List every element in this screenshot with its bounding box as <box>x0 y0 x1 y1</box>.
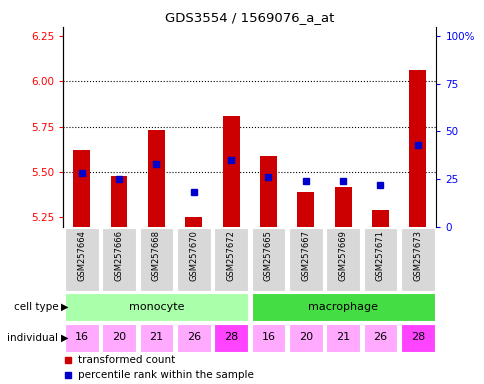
Text: 21: 21 <box>149 332 163 342</box>
Bar <box>371 210 388 227</box>
Text: GSM257666: GSM257666 <box>114 230 123 281</box>
Text: GSM257664: GSM257664 <box>77 230 86 281</box>
FancyBboxPatch shape <box>65 228 98 291</box>
Text: 16: 16 <box>75 332 89 342</box>
Text: 21: 21 <box>335 332 349 342</box>
FancyBboxPatch shape <box>251 228 285 291</box>
Text: GSM257665: GSM257665 <box>263 230 272 281</box>
Bar <box>297 192 314 227</box>
Text: transformed count: transformed count <box>77 355 175 365</box>
Text: 20: 20 <box>112 332 126 342</box>
Text: monocyte: monocyte <box>128 301 184 311</box>
Text: 20: 20 <box>298 332 312 342</box>
FancyBboxPatch shape <box>102 324 136 352</box>
Text: 26: 26 <box>373 332 387 342</box>
Text: GSM257669: GSM257669 <box>338 230 347 281</box>
FancyBboxPatch shape <box>214 324 247 352</box>
FancyBboxPatch shape <box>363 228 396 291</box>
Bar <box>334 187 351 227</box>
Text: macrophage: macrophage <box>307 301 378 311</box>
FancyBboxPatch shape <box>251 324 285 352</box>
FancyBboxPatch shape <box>214 228 247 291</box>
Bar <box>110 176 127 227</box>
FancyBboxPatch shape <box>288 324 322 352</box>
Text: cell type: cell type <box>14 302 58 312</box>
Bar <box>408 70 425 227</box>
FancyBboxPatch shape <box>363 324 396 352</box>
Text: 26: 26 <box>186 332 200 342</box>
Text: 28: 28 <box>224 332 238 342</box>
Bar <box>73 150 90 227</box>
FancyBboxPatch shape <box>400 324 434 352</box>
Text: ▶: ▶ <box>60 333 68 343</box>
Text: GSM257667: GSM257667 <box>301 230 310 281</box>
Text: GSM257670: GSM257670 <box>189 230 198 281</box>
Text: GSM257671: GSM257671 <box>375 230 384 281</box>
Text: 16: 16 <box>261 332 275 342</box>
FancyBboxPatch shape <box>251 293 434 321</box>
FancyBboxPatch shape <box>177 324 210 352</box>
FancyBboxPatch shape <box>65 324 98 352</box>
FancyBboxPatch shape <box>288 228 322 291</box>
FancyBboxPatch shape <box>65 293 247 321</box>
Text: individual: individual <box>7 333 58 343</box>
FancyBboxPatch shape <box>326 228 359 291</box>
Text: 28: 28 <box>410 332 424 342</box>
FancyBboxPatch shape <box>139 228 173 291</box>
Bar <box>148 130 165 227</box>
Title: GDS3554 / 1569076_a_at: GDS3554 / 1569076_a_at <box>165 11 334 24</box>
Bar <box>259 156 276 227</box>
Bar <box>185 217 202 227</box>
FancyBboxPatch shape <box>400 228 434 291</box>
FancyBboxPatch shape <box>102 228 136 291</box>
Text: GSM257668: GSM257668 <box>151 230 161 281</box>
Text: GSM257672: GSM257672 <box>226 230 235 281</box>
Text: GSM257673: GSM257673 <box>412 230 422 281</box>
FancyBboxPatch shape <box>139 324 173 352</box>
FancyBboxPatch shape <box>326 324 359 352</box>
FancyBboxPatch shape <box>177 228 210 291</box>
Text: percentile rank within the sample: percentile rank within the sample <box>77 370 253 380</box>
Text: ▶: ▶ <box>60 302 68 312</box>
Bar <box>222 116 239 227</box>
